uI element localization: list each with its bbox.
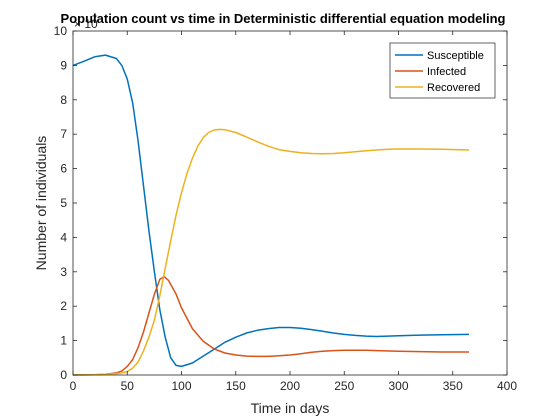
chart-title: Population count vs time in Deterministi… — [61, 11, 506, 26]
x-tick-label: 200 — [280, 379, 300, 393]
x-tick-label: 400 — [497, 379, 517, 393]
y-tick-label: 7 — [60, 127, 67, 141]
x-axis-label: Time in days — [251, 400, 330, 416]
x-tick-label: 350 — [443, 379, 463, 393]
x-tick-label: 0 — [70, 379, 77, 393]
y-tick-label: 9 — [60, 58, 67, 72]
y-tick-label: 8 — [60, 93, 67, 107]
y-axis-ticks: 0 1 2 3 4 5 6 7 8 9 10 — [54, 24, 507, 382]
legend-label-recovered: Recovered — [427, 82, 480, 94]
legend-label-susceptible: Susceptible — [427, 50, 484, 62]
y-tick-label: 1 — [60, 334, 67, 348]
y-axis-label: Number of individuals — [33, 136, 49, 271]
y-tick-label: 3 — [60, 265, 67, 279]
x-tick-label: 100 — [171, 379, 191, 393]
x-axis-ticks: 0 50 100 150 200 250 300 350 400 — [70, 31, 517, 393]
legend-label-infected: Infected — [427, 66, 466, 78]
x-tick-label: 250 — [334, 379, 354, 393]
x-tick-label: 150 — [226, 379, 246, 393]
y-multiplier-exponent: 7 — [92, 14, 97, 24]
y-multiplier-label: × 10 — [74, 17, 98, 31]
y-tick-label: 0 — [60, 368, 67, 382]
series-line-infected — [72, 275, 469, 376]
x-tick-label: 50 — [121, 379, 135, 393]
y-tick-label: 2 — [60, 299, 67, 313]
legend: Susceptible Infected Recovered — [389, 42, 496, 99]
series-lines — [72, 54, 470, 376]
y-tick-label: 5 — [60, 196, 67, 210]
series-line-recovered — [72, 128, 470, 376]
series-line-susceptible — [72, 54, 470, 368]
x-tick-label: 300 — [388, 379, 408, 393]
y-tick-label: 4 — [60, 230, 67, 244]
y-tick-label: 6 — [60, 162, 67, 176]
y-tick-label: 10 — [54, 24, 68, 38]
